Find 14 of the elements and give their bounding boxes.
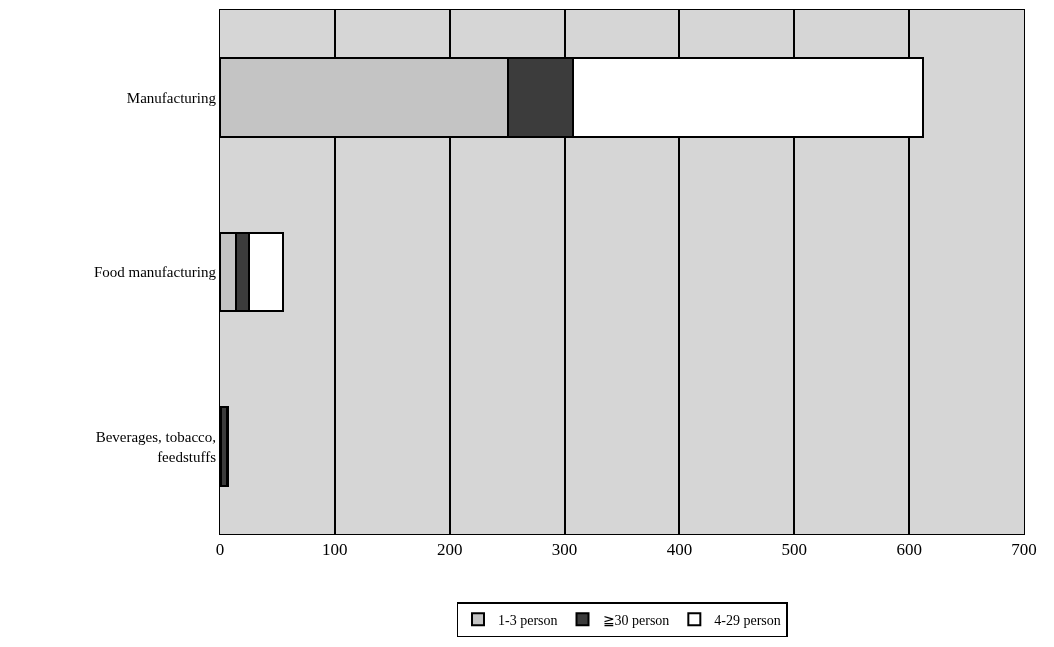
x-tick-label: 700 [1011,540,1037,560]
x-tick-label: 200 [436,540,463,560]
x-tick-label: 0 [215,540,225,560]
x-tick-label: 400 [666,540,693,560]
x-tick-label: 300 [551,540,578,560]
x-tick-label: 600 [896,540,922,560]
x-tick-label: 100 [322,540,348,560]
legend-label: 1-3 person [498,612,558,628]
y-tick-label: Beverages, tobacco, feedstuffs [95,429,217,465]
y-tick-label: Food manufacturing [93,264,217,281]
x-tick-label: 500 [781,540,808,560]
legend-label: 4-29 person [714,612,781,628]
y-tick-label: Manufacturing [126,89,217,106]
legend-label: ≧30 person [602,612,670,628]
